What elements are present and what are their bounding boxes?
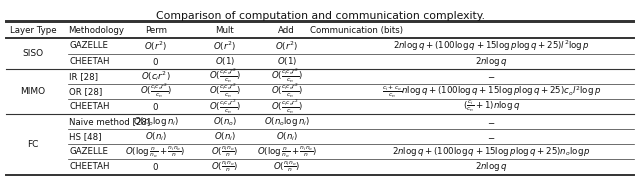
Text: $O(n_o)$: $O(n_o)$ bbox=[212, 115, 237, 128]
Text: $2n\log q$: $2n\log q$ bbox=[475, 160, 508, 173]
Text: OR [28]: OR [28] bbox=[69, 87, 102, 96]
Text: $O(c_i r^2)$: $O(c_i r^2)$ bbox=[141, 69, 170, 83]
Text: $O(1)$: $O(1)$ bbox=[214, 55, 235, 67]
Text: Methodology: Methodology bbox=[68, 26, 124, 35]
Text: GAZELLE: GAZELLE bbox=[69, 41, 108, 51]
Text: $O(\frac{c_i c_o r^2}{c_n})$: $O(\frac{c_i c_o r^2}{c_n})$ bbox=[140, 82, 172, 100]
Text: $2n\log q$: $2n\log q$ bbox=[475, 55, 508, 68]
Text: $2n\log q + (100\log q + 15\log p\log q + 25)l^2\log p$: $2n\log q + (100\log q + 15\log p\log q … bbox=[393, 39, 589, 53]
Text: $O(r^2)$: $O(r^2)$ bbox=[275, 39, 298, 53]
Text: HS [48]: HS [48] bbox=[69, 132, 102, 141]
Text: $O(\frac{c_i c_o r^2}{c_n})$: $O(\frac{c_i c_o r^2}{c_n})$ bbox=[271, 82, 303, 100]
Text: $O(1)$: $O(1)$ bbox=[276, 55, 297, 67]
Text: $(\frac{c_i}{c_n}+1)n\log q$: $(\frac{c_i}{c_n}+1)n\log q$ bbox=[463, 99, 520, 114]
Text: CHEETAH: CHEETAH bbox=[69, 57, 109, 66]
Text: $-$: $-$ bbox=[487, 72, 495, 81]
Text: Layer Type: Layer Type bbox=[10, 26, 56, 35]
Text: $O(n_o\log n_i)$: $O(n_o\log n_i)$ bbox=[264, 115, 310, 128]
Text: $0$: $0$ bbox=[152, 101, 159, 112]
Text: $O(\frac{c_i c_o r^2}{c_n})$: $O(\frac{c_i c_o r^2}{c_n})$ bbox=[209, 82, 241, 100]
Text: Perm: Perm bbox=[145, 26, 166, 35]
Text: Mult: Mult bbox=[215, 26, 234, 35]
Text: CHEETAH: CHEETAH bbox=[69, 163, 109, 171]
Text: CHEETAH: CHEETAH bbox=[69, 102, 109, 111]
Text: $O(r^2)$: $O(r^2)$ bbox=[213, 39, 236, 53]
Text: $O(\frac{c_i c_o r^2}{c_n})$: $O(\frac{c_i c_o r^2}{c_n})$ bbox=[271, 97, 303, 116]
Text: $\frac{c_i+c_o}{c_n} n\log q + (100\log q + 15\log p\log q + 25)c_o l^2\log p$: $\frac{c_i+c_o}{c_n} n\log q + (100\log … bbox=[381, 83, 601, 100]
Text: FC: FC bbox=[27, 140, 38, 149]
Text: $O(n_i)$: $O(n_i)$ bbox=[214, 130, 236, 143]
Text: $O(n_o\log n_i)$: $O(n_o\log n_i)$ bbox=[132, 115, 179, 128]
Text: Comparison of computation and communication complexity.: Comparison of computation and communicat… bbox=[156, 11, 484, 21]
Text: MIMO: MIMO bbox=[20, 87, 45, 96]
Text: $O(\frac{c_i c_o r^2}{c_n})$: $O(\frac{c_i c_o r^2}{c_n})$ bbox=[209, 97, 241, 116]
Text: $O(\log\frac{n}{n_o}+\frac{n_i n_o}{n})$: $O(\log\frac{n}{n_o}+\frac{n_i n_o}{n})$ bbox=[257, 144, 317, 160]
Text: Naive method [28]: Naive method [28] bbox=[69, 117, 150, 126]
Text: $O(\frac{n_i n_o}{n})$: $O(\frac{n_i n_o}{n})$ bbox=[211, 160, 239, 174]
Text: $O(\frac{n_i n_o}{n})$: $O(\frac{n_i n_o}{n})$ bbox=[211, 145, 239, 159]
Text: GAZELLE: GAZELLE bbox=[69, 147, 108, 156]
Text: $-$: $-$ bbox=[487, 132, 495, 141]
Text: $O(n_i)$: $O(n_i)$ bbox=[276, 130, 298, 143]
Text: $2n\log q + (100\log q + 15\log p\log q + 25)n_o\log p$: $2n\log q + (100\log q + 15\log p\log q … bbox=[392, 145, 591, 158]
Text: Add: Add bbox=[278, 26, 295, 35]
Text: $0$: $0$ bbox=[152, 56, 159, 67]
Text: $O(\frac{c_i c_o r^2}{c_n})$: $O(\frac{c_i c_o r^2}{c_n})$ bbox=[271, 67, 303, 85]
Text: $O(\log\frac{n}{n_o}+\frac{n_i n_o}{n})$: $O(\log\frac{n}{n_o}+\frac{n_i n_o}{n})$ bbox=[125, 144, 186, 160]
Text: $O(n_i)$: $O(n_i)$ bbox=[145, 130, 167, 143]
Text: $O(r^2)$: $O(r^2)$ bbox=[144, 39, 167, 53]
Text: $0$: $0$ bbox=[152, 161, 159, 172]
Text: $-$: $-$ bbox=[487, 117, 495, 126]
Text: IR [28]: IR [28] bbox=[69, 72, 98, 81]
Text: SISO: SISO bbox=[22, 49, 44, 58]
Text: $O(\frac{c_i c_o r^2}{c_n})$: $O(\frac{c_i c_o r^2}{c_n})$ bbox=[209, 67, 241, 85]
Text: Communication (bits): Communication (bits) bbox=[310, 26, 403, 35]
Text: $O(\frac{n_i n_o}{n})$: $O(\frac{n_i n_o}{n})$ bbox=[273, 160, 301, 174]
